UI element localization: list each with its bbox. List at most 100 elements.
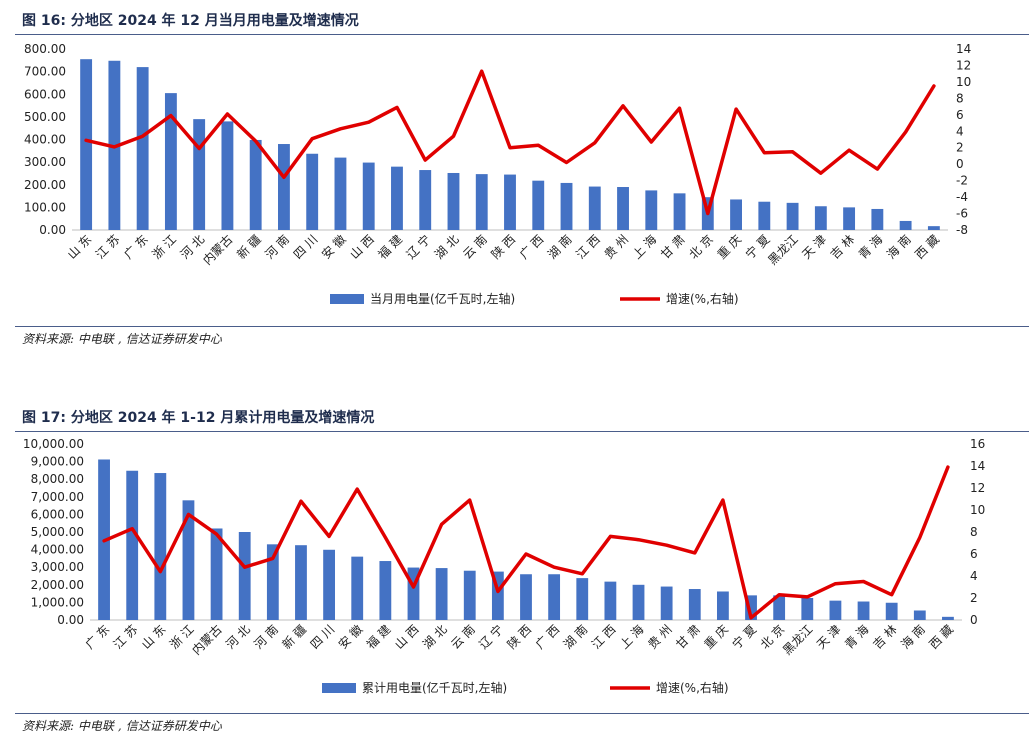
right-axis-tick-label: 16 bbox=[970, 437, 985, 451]
left-axis-tick-label: 10,000.00 bbox=[23, 437, 84, 451]
chart-17: 0.00 1,000.00 2,000.00 3,000.00 4,000.00 5,00… bbox=[23, 437, 985, 695]
legend-bar-swatch bbox=[330, 294, 364, 304]
right-axis-tick-label: 4 bbox=[956, 124, 964, 138]
category-label: 青 海 bbox=[855, 232, 885, 262]
left-axis-tick-label: 9,000.00 bbox=[31, 455, 84, 469]
category-label: 山 东 bbox=[65, 232, 95, 262]
right-axis-tick-label: 0 bbox=[970, 613, 978, 627]
bar bbox=[576, 578, 589, 620]
category-label: 天 津 bbox=[799, 232, 829, 262]
right-axis-tick-label: 8 bbox=[956, 91, 964, 105]
bar bbox=[475, 174, 488, 230]
category-label: 辽 宁 bbox=[403, 232, 433, 262]
bar bbox=[463, 570, 476, 620]
bar bbox=[899, 220, 912, 230]
bar bbox=[588, 186, 601, 230]
category-label: 陕 西 bbox=[488, 232, 518, 262]
category-label: 上 海 bbox=[616, 622, 646, 652]
category-label: 重 庆 bbox=[701, 622, 731, 652]
category-label: 浙 江 bbox=[149, 232, 179, 262]
bar bbox=[164, 93, 177, 231]
right-axis-tick-label: 0 bbox=[956, 157, 964, 171]
left-axis-tick-label: 1,000.00 bbox=[31, 595, 84, 609]
right-axis-tick-label: -4 bbox=[956, 190, 968, 204]
figure-16-label: 图 16: bbox=[22, 13, 66, 29]
bar bbox=[80, 59, 93, 231]
category-label: 四 川 bbox=[308, 622, 338, 652]
category-label: 上 海 bbox=[629, 232, 659, 262]
source-text: 中电联 bbox=[77, 332, 114, 346]
category-label: 福 建 bbox=[375, 232, 405, 262]
category-label: 黑龙江 bbox=[765, 232, 800, 267]
category-label: 广 东 bbox=[83, 622, 113, 652]
category-label: 甘 肃 bbox=[658, 232, 688, 262]
figure-16-title-text: 分地区 2024 年 12 月当月用电量及增速情况 bbox=[70, 13, 359, 29]
bar bbox=[379, 561, 392, 620]
bar bbox=[942, 616, 954, 620]
right-axis-tick-label: 10 bbox=[956, 75, 971, 89]
left-axis-tick-label: 4,000.00 bbox=[31, 543, 84, 557]
figure-17-bottom-rule bbox=[15, 713, 1029, 714]
left-axis-tick-label: 200.00 bbox=[24, 178, 66, 192]
bar bbox=[773, 595, 786, 620]
bar bbox=[532, 180, 545, 230]
right-axis-tick-label: 10 bbox=[970, 503, 985, 517]
bar bbox=[193, 119, 206, 230]
category-label: 内蒙古 bbox=[189, 622, 225, 658]
bar bbox=[913, 610, 926, 620]
bar bbox=[295, 545, 307, 620]
figure-16-source: 资料来源: 中电联, 信达证券研发中心 bbox=[22, 332, 222, 346]
bar bbox=[249, 139, 262, 230]
bar bbox=[419, 170, 432, 230]
category-label: 吉 林 bbox=[870, 622, 900, 652]
figure-16-top-rule bbox=[15, 34, 1029, 35]
category-label: 海 南 bbox=[898, 622, 928, 652]
bar bbox=[814, 206, 827, 230]
category-label: 新 疆 bbox=[279, 622, 309, 652]
bar bbox=[447, 172, 460, 230]
category-label: 吉 林 bbox=[828, 232, 858, 262]
category-label: 河 南 bbox=[251, 622, 281, 652]
left-axis-tick-label: 6,000.00 bbox=[31, 507, 84, 521]
bar bbox=[604, 581, 617, 620]
figure-17-source: 资料来源: 中电联, 信达证券研发中心 bbox=[22, 719, 222, 733]
bar bbox=[927, 226, 940, 230]
left-axis-tick-label: 0.00 bbox=[57, 613, 84, 627]
left-axis-tick-label: 400.00 bbox=[24, 133, 66, 147]
bar bbox=[407, 567, 420, 620]
figure-16-bottom-rule bbox=[15, 326, 1029, 327]
bar bbox=[210, 528, 223, 620]
bar bbox=[126, 470, 139, 620]
bar bbox=[278, 144, 290, 230]
category-label: 四 川 bbox=[291, 232, 321, 262]
category-label: 湖 北 bbox=[419, 622, 449, 652]
bar bbox=[758, 201, 771, 230]
bar bbox=[306, 153, 319, 230]
bar bbox=[730, 199, 742, 230]
category-label: 山 东 bbox=[139, 622, 169, 652]
bar bbox=[801, 598, 814, 620]
category-label: 陕 西 bbox=[504, 622, 534, 652]
left-axis-tick-label: 100.00 bbox=[24, 200, 66, 214]
bar bbox=[182, 500, 195, 620]
bar bbox=[520, 574, 532, 620]
category-label: 黑龙江 bbox=[780, 622, 815, 657]
category-label: 西 藏 bbox=[926, 622, 956, 652]
legend-line-label: 增速(%,右轴) bbox=[656, 680, 729, 695]
category-label: 天 津 bbox=[814, 622, 844, 652]
category-label: 宁 夏 bbox=[729, 622, 759, 652]
legend-bar-swatch bbox=[322, 683, 356, 693]
bar bbox=[266, 544, 279, 620]
bar bbox=[351, 556, 364, 620]
category-label: 福 建 bbox=[363, 622, 393, 652]
category-label: 新 疆 bbox=[234, 232, 264, 262]
chart-16: 0.00 100.00 200.00 300.00 400.00 500.00 600.00… bbox=[24, 42, 971, 306]
bar bbox=[334, 157, 347, 230]
category-label: 甘 肃 bbox=[673, 622, 703, 652]
right-axis-tick-label: 2 bbox=[970, 591, 978, 605]
bar bbox=[829, 600, 842, 620]
bar bbox=[688, 589, 701, 620]
category-label: 贵 州 bbox=[602, 232, 632, 262]
right-axis-tick-label: 6 bbox=[970, 547, 978, 561]
category-label: 北 京 bbox=[686, 232, 716, 262]
